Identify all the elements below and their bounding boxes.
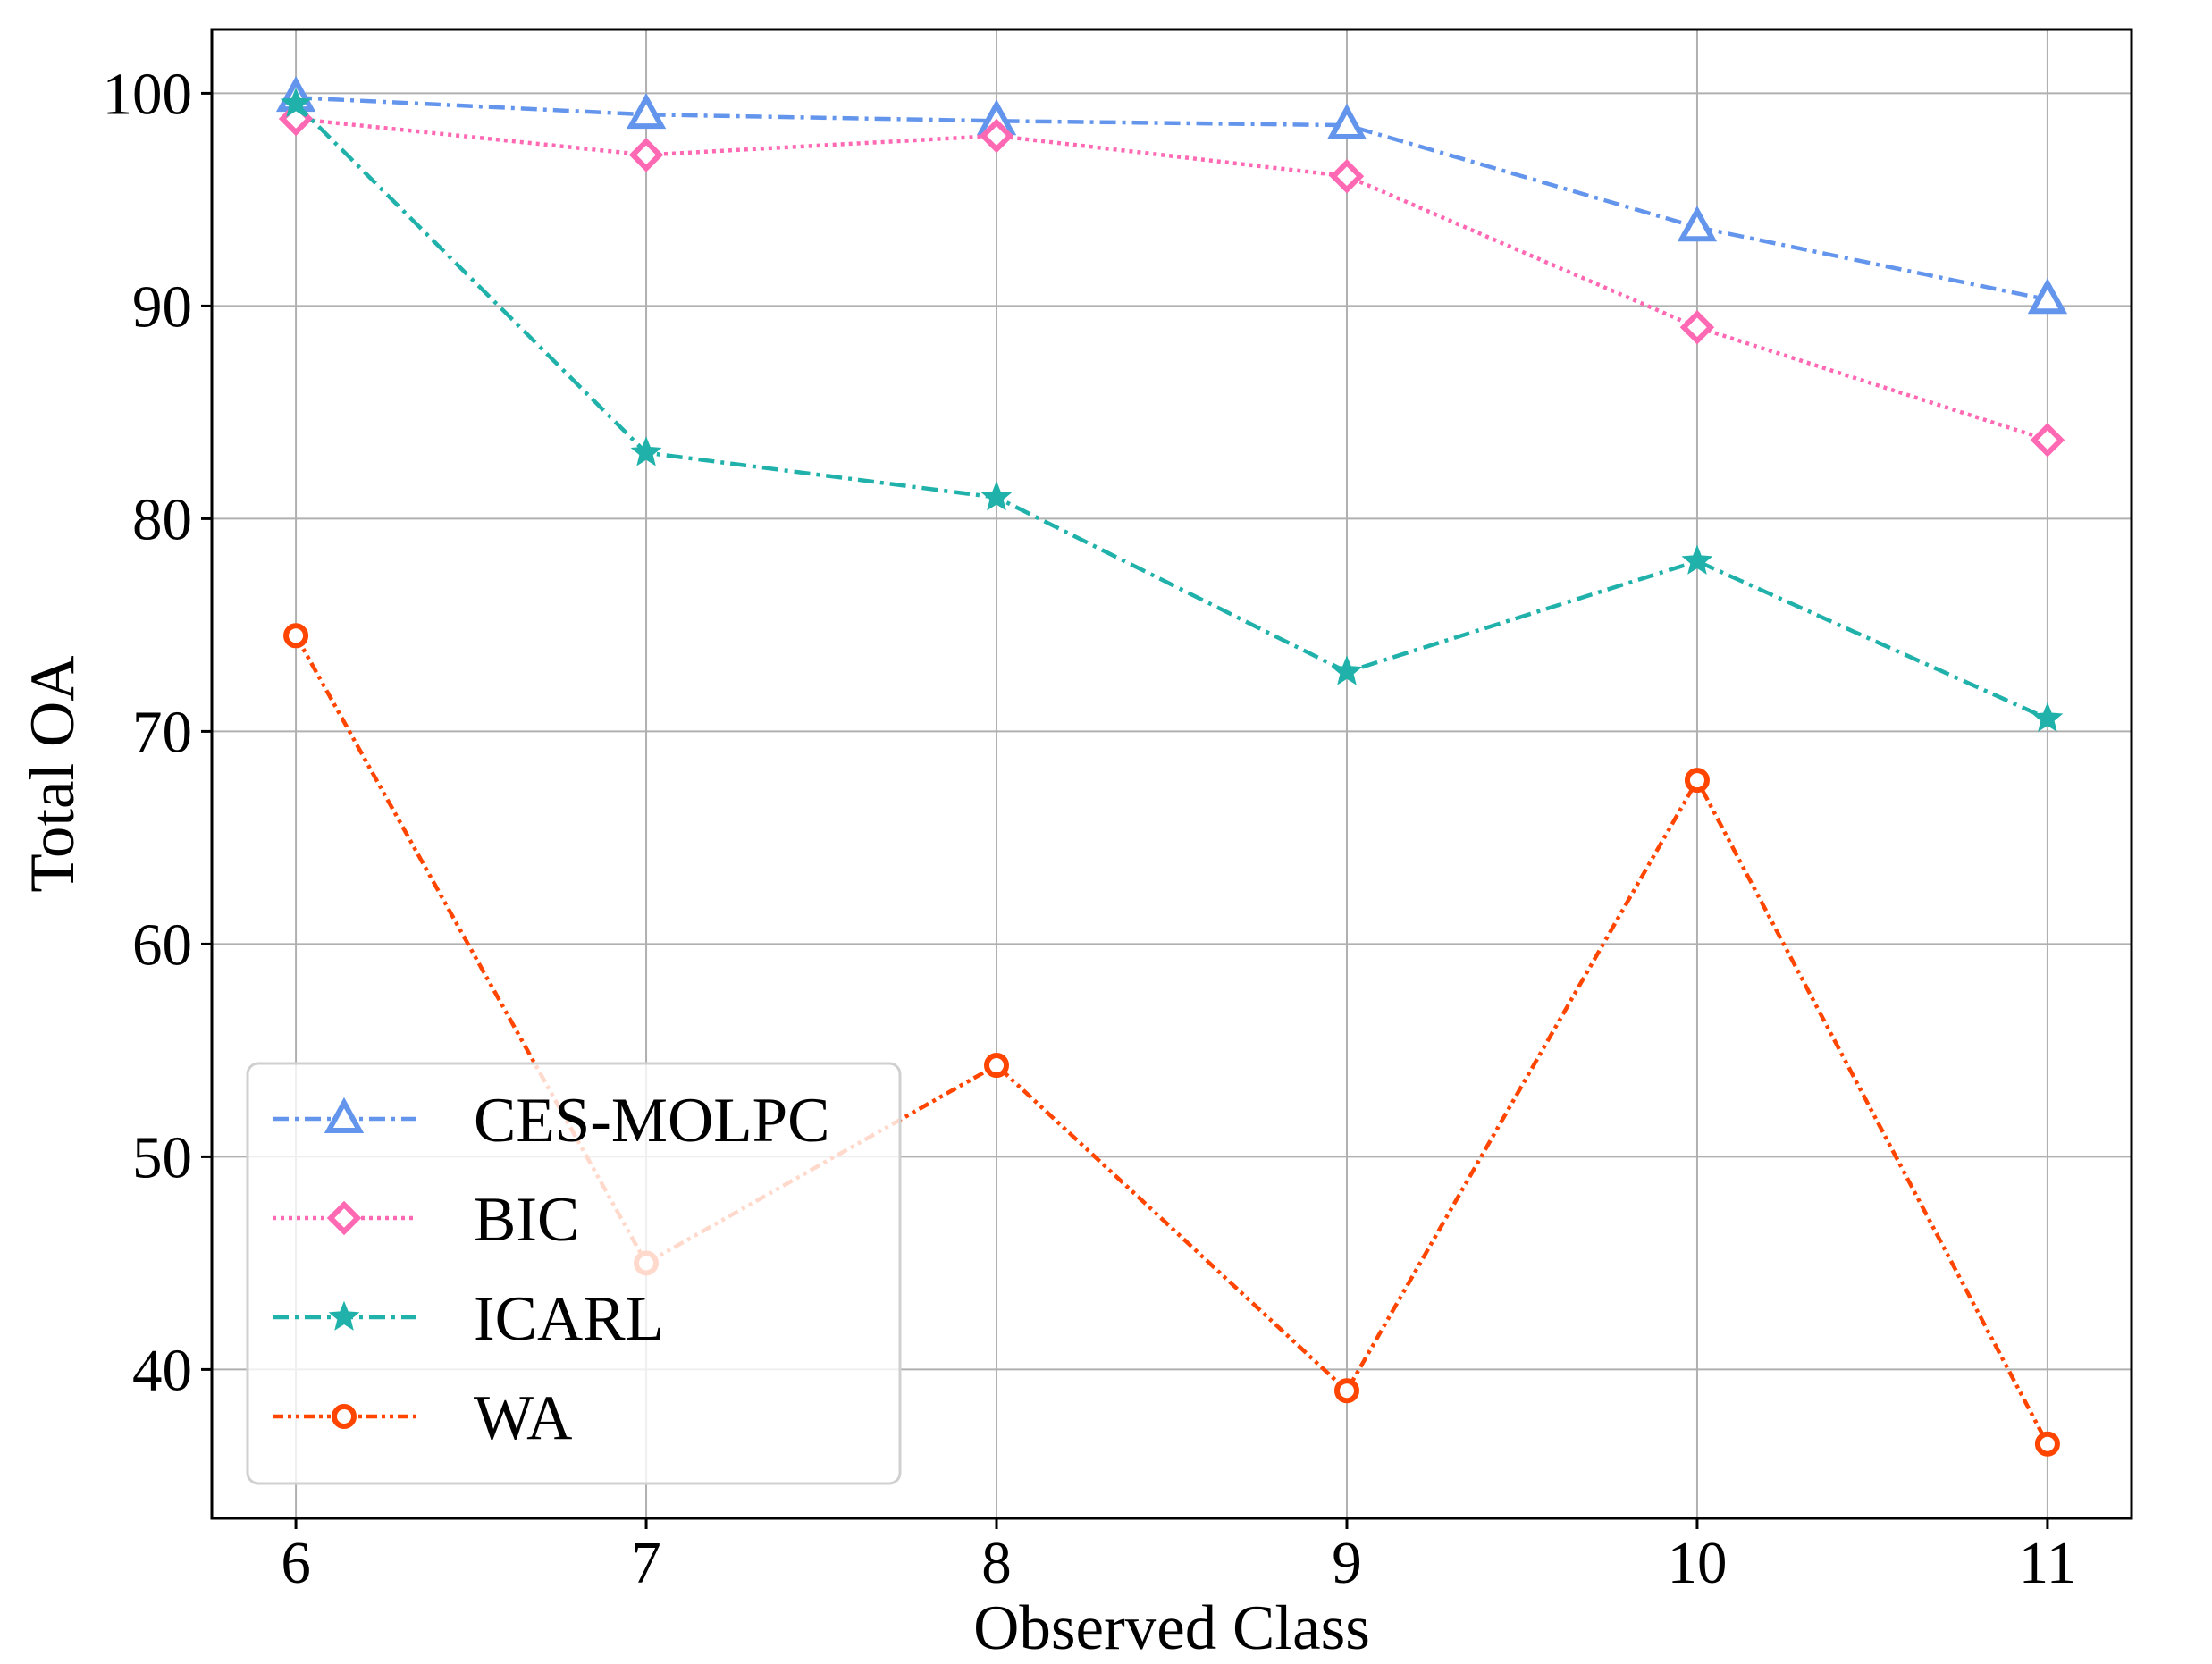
data-point-wa [283,623,309,649]
legend-label-wa: WA [474,1383,572,1453]
data-point-icarl [1331,655,1363,685]
x-axis-title: Observed Class [973,1593,1370,1663]
data-point-wa [1333,1378,1359,1404]
x-tick-label: 10 [1667,1530,1727,1596]
y-tick-label: 80 [132,486,192,552]
data-point-icarl [630,436,662,466]
legend-marker-bic [326,1200,362,1236]
data-point-bic [1329,158,1365,194]
axis-ticks: 6 7 8 9 10 11 40 50 60 70 80 90 100 [103,61,2077,1596]
y-tick-label: 40 [132,1337,192,1403]
legend-marker-icarl [328,1300,360,1331]
data-point-icarl [980,481,1013,511]
legend-marker-ces-molpc [324,1097,365,1133]
data-point-bic [628,138,664,172]
x-tick-label: 8 [981,1530,1012,1596]
y-axis-title: Total OA [18,655,88,892]
data-point-bic [1679,309,1715,345]
series-icarl [280,87,2064,732]
y-tick-label: 100 [103,61,193,127]
x-tick-label: 6 [281,1530,311,1596]
data-point-ces-molpc [1326,103,1367,140]
legend: CES-MOLPC BIC ICARL WA [246,1062,902,1485]
series-bic [278,101,2065,458]
legend-item-wa: WA [273,1383,572,1453]
legend-marker-wa [332,1404,357,1429]
data-point-ces-molpc [626,92,667,130]
data-point-icarl [1681,544,1713,575]
series-line-ces-molpc [295,95,2048,302]
data-point-wa [1684,768,1710,794]
data-point-icarl [280,87,312,118]
data-point-bic [2030,423,2065,458]
legend-item-bic: BIC [273,1185,579,1255]
data-point-bic [979,118,1014,154]
y-tick-label: 50 [132,1124,192,1190]
series-line-bic [295,116,2048,442]
x-tick-label: 7 [631,1530,661,1596]
data-point-ces-molpc [1677,206,1718,242]
y-tick-label: 70 [132,699,192,765]
legend-label-icarl: ICARL [474,1284,664,1354]
legend-box [246,1062,902,1485]
data-point-ces-molpc [2027,278,2068,315]
x-tick-label: 11 [2019,1530,2077,1596]
series-line-icarl [294,102,2048,721]
legend-label-ces-molpc: CES-MOLPC [474,1086,829,1156]
plot-frame [210,28,2133,1520]
legend-item-icarl: ICARL [273,1284,664,1354]
x-tick-label: 9 [1332,1530,1362,1596]
y-tick-label: 60 [132,912,192,978]
y-tick-label: 90 [132,273,192,340]
data-point-wa [2034,1431,2060,1457]
data-point-icarl [2031,702,2064,732]
legend-label-bic: BIC [474,1185,579,1255]
legend-item-ces-molpc: CES-MOLPC [273,1086,829,1156]
data-point-wa [984,1053,1010,1079]
